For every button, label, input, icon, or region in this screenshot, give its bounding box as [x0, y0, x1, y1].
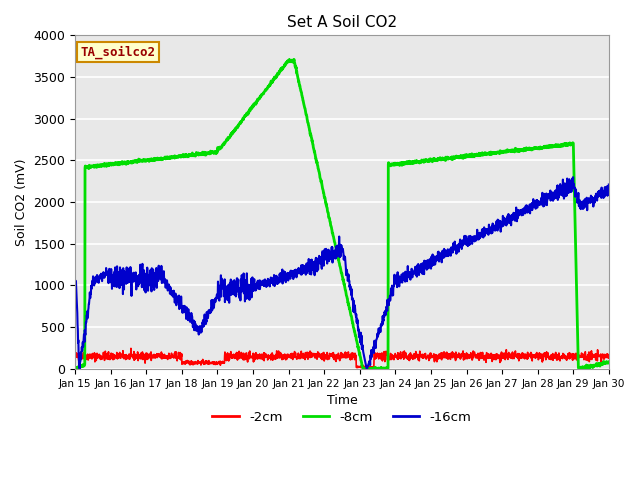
-8cm	[99, 162, 106, 168]
-16cm	[589, 201, 597, 206]
Line: -16cm: -16cm	[75, 177, 609, 369]
-16cm	[99, 272, 106, 278]
-2cm	[605, 355, 612, 361]
Text: TA_soilco2: TA_soilco2	[81, 45, 156, 59]
Y-axis label: Soil CO2 (mV): Soil CO2 (mV)	[15, 158, 28, 246]
-16cm	[605, 181, 612, 187]
-8cm	[605, 359, 612, 365]
Line: -8cm: -8cm	[75, 60, 609, 369]
-8cm	[71, 366, 79, 372]
-8cm	[331, 240, 339, 246]
Title: Set A Soil CO2: Set A Soil CO2	[287, 15, 397, 30]
-2cm	[365, 365, 372, 371]
-2cm	[589, 353, 597, 359]
-8cm	[492, 151, 499, 156]
-16cm	[317, 254, 324, 260]
-2cm	[71, 352, 79, 358]
-16cm	[590, 196, 598, 202]
-8cm	[317, 177, 324, 183]
Line: -2cm: -2cm	[75, 348, 609, 368]
-8cm	[290, 57, 298, 62]
-2cm	[590, 354, 598, 360]
-2cm	[127, 346, 135, 351]
-16cm	[569, 174, 577, 180]
-16cm	[331, 249, 339, 255]
Legend: -2cm, -8cm, -16cm: -2cm, -8cm, -16cm	[207, 406, 477, 429]
-2cm	[331, 355, 339, 360]
X-axis label: Time: Time	[326, 394, 357, 407]
-2cm	[99, 354, 106, 360]
-16cm	[71, 283, 79, 289]
-2cm	[492, 357, 500, 362]
-16cm	[492, 224, 499, 230]
-2cm	[317, 351, 324, 357]
-8cm	[589, 362, 597, 368]
-16cm	[76, 366, 84, 372]
-8cm	[589, 363, 597, 369]
